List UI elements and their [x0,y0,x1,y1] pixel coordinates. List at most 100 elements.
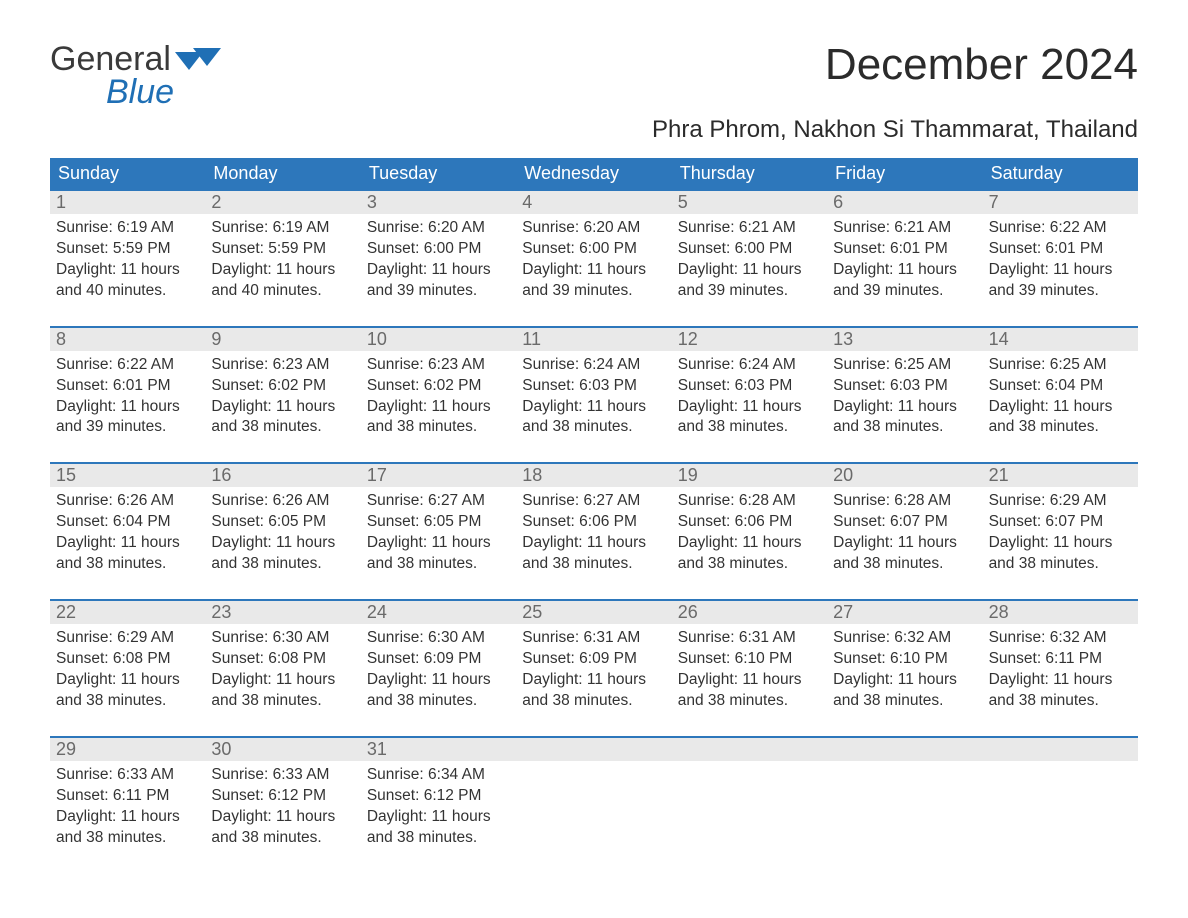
location: Phra Phrom, Nakhon Si Thammarat, Thailan… [50,116,1138,144]
day-number: 9 [205,328,360,351]
daylight-line: Daylight: 11 hours and 38 minutes. [989,670,1132,712]
day-details: Sunrise: 6:26 AMSunset: 6:05 PMDaylight:… [205,487,360,577]
day-number: 29 [50,738,205,761]
daylight-line: Daylight: 11 hours and 40 minutes. [211,260,354,302]
dayname-row: Sunday Monday Tuesday Wednesday Thursday… [50,158,1138,189]
sunrise-line: Sunrise: 6:21 AM [833,218,976,239]
page-title: December 2024 [825,40,1138,90]
calendar: Sunday Monday Tuesday Wednesday Thursday… [50,158,1138,850]
calendar-cell: 11Sunrise: 6:24 AMSunset: 6:03 PMDayligh… [516,328,671,441]
day-number: 7 [983,191,1138,214]
sunset-line: Sunset: 6:10 PM [678,649,821,670]
sunset-line: Sunset: 6:09 PM [367,649,510,670]
sunrise-line: Sunrise: 6:34 AM [367,765,510,786]
calendar-cell: 1Sunrise: 6:19 AMSunset: 5:59 PMDaylight… [50,191,205,304]
day-number: 16 [205,464,360,487]
calendar-cell: 13Sunrise: 6:25 AMSunset: 6:03 PMDayligh… [827,328,982,441]
sunrise-line: Sunrise: 6:20 AM [522,218,665,239]
logo: General Blue [50,40,221,112]
calendar-week: 22Sunrise: 6:29 AMSunset: 6:08 PMDayligh… [50,599,1138,714]
sunrise-line: Sunrise: 6:31 AM [678,628,821,649]
calendar-cell: 7Sunrise: 6:22 AMSunset: 6:01 PMDaylight… [983,191,1138,304]
sunrise-line: Sunrise: 6:30 AM [367,628,510,649]
calendar-cell: 24Sunrise: 6:30 AMSunset: 6:09 PMDayligh… [361,601,516,714]
calendar-cell [983,738,1138,851]
day-number: 26 [672,601,827,624]
day-details: Sunrise: 6:22 AMSunset: 6:01 PMDaylight:… [983,214,1138,304]
day-number: 13 [827,328,982,351]
day-details: Sunrise: 6:31 AMSunset: 6:10 PMDaylight:… [672,624,827,714]
calendar-cell: 30Sunrise: 6:33 AMSunset: 6:12 PMDayligh… [205,738,360,851]
sunset-line: Sunset: 6:09 PM [522,649,665,670]
daylight-line: Daylight: 11 hours and 38 minutes. [211,807,354,849]
calendar-cell: 20Sunrise: 6:28 AMSunset: 6:07 PMDayligh… [827,464,982,577]
daylight-line: Daylight: 11 hours and 38 minutes. [367,807,510,849]
calendar-cell: 4Sunrise: 6:20 AMSunset: 6:00 PMDaylight… [516,191,671,304]
day-details: Sunrise: 6:19 AMSunset: 5:59 PMDaylight:… [205,214,360,304]
sunset-line: Sunset: 6:00 PM [678,239,821,260]
sunset-line: Sunset: 6:11 PM [989,649,1132,670]
sunset-line: Sunset: 6:00 PM [522,239,665,260]
day-details: Sunrise: 6:20 AMSunset: 6:00 PMDaylight:… [516,214,671,304]
calendar-cell: 15Sunrise: 6:26 AMSunset: 6:04 PMDayligh… [50,464,205,577]
calendar-week: 15Sunrise: 6:26 AMSunset: 6:04 PMDayligh… [50,462,1138,577]
sunrise-line: Sunrise: 6:33 AM [56,765,199,786]
sunset-line: Sunset: 6:10 PM [833,649,976,670]
day-details: Sunrise: 6:32 AMSunset: 6:10 PMDaylight:… [827,624,982,714]
calendar-week: 1Sunrise: 6:19 AMSunset: 5:59 PMDaylight… [50,189,1138,304]
day-details: Sunrise: 6:21 AMSunset: 6:00 PMDaylight:… [672,214,827,304]
calendar-cell: 8Sunrise: 6:22 AMSunset: 6:01 PMDaylight… [50,328,205,441]
daylight-line: Daylight: 11 hours and 38 minutes. [211,533,354,575]
flag-icon [175,40,221,79]
day-details: Sunrise: 6:24 AMSunset: 6:03 PMDaylight:… [516,351,671,441]
day-number: 17 [361,464,516,487]
dayname-tuesday: Tuesday [361,158,516,189]
sunrise-line: Sunrise: 6:22 AM [56,355,199,376]
sunrise-line: Sunrise: 6:29 AM [989,491,1132,512]
sunset-line: Sunset: 6:06 PM [522,512,665,533]
day-details: Sunrise: 6:20 AMSunset: 6:00 PMDaylight:… [361,214,516,304]
calendar-cell: 12Sunrise: 6:24 AMSunset: 6:03 PMDayligh… [672,328,827,441]
sunrise-line: Sunrise: 6:26 AM [56,491,199,512]
sunrise-line: Sunrise: 6:26 AM [211,491,354,512]
daylight-line: Daylight: 11 hours and 38 minutes. [522,397,665,439]
sunrise-line: Sunrise: 6:33 AM [211,765,354,786]
daylight-line: Daylight: 11 hours and 38 minutes. [367,397,510,439]
sunset-line: Sunset: 6:11 PM [56,786,199,807]
calendar-cell: 23Sunrise: 6:30 AMSunset: 6:08 PMDayligh… [205,601,360,714]
dayname-sunday: Sunday [50,158,205,189]
day-number: 14 [983,328,1138,351]
daylight-line: Daylight: 11 hours and 38 minutes. [833,533,976,575]
sunrise-line: Sunrise: 6:32 AM [989,628,1132,649]
calendar-cell [672,738,827,851]
day-details: Sunrise: 6:19 AMSunset: 5:59 PMDaylight:… [50,214,205,304]
sunset-line: Sunset: 6:07 PM [833,512,976,533]
daylight-line: Daylight: 11 hours and 38 minutes. [678,670,821,712]
sunset-line: Sunset: 6:01 PM [833,239,976,260]
daylight-line: Daylight: 11 hours and 38 minutes. [367,533,510,575]
sunset-line: Sunset: 5:59 PM [211,239,354,260]
daylight-line: Daylight: 11 hours and 39 minutes. [678,260,821,302]
sunrise-line: Sunrise: 6:24 AM [678,355,821,376]
day-details: Sunrise: 6:29 AMSunset: 6:08 PMDaylight:… [50,624,205,714]
daylight-line: Daylight: 11 hours and 38 minutes. [989,533,1132,575]
day-details: Sunrise: 6:32 AMSunset: 6:11 PMDaylight:… [983,624,1138,714]
day-number: 25 [516,601,671,624]
sunset-line: Sunset: 6:04 PM [989,376,1132,397]
day-details: Sunrise: 6:28 AMSunset: 6:07 PMDaylight:… [827,487,982,577]
day-number-empty [672,738,827,761]
daylight-line: Daylight: 11 hours and 38 minutes. [989,397,1132,439]
sunset-line: Sunset: 6:01 PM [56,376,199,397]
sunrise-line: Sunrise: 6:25 AM [833,355,976,376]
sunrise-line: Sunrise: 6:21 AM [678,218,821,239]
day-details: Sunrise: 6:29 AMSunset: 6:07 PMDaylight:… [983,487,1138,577]
day-details: Sunrise: 6:24 AMSunset: 6:03 PMDaylight:… [672,351,827,441]
day-details: Sunrise: 6:31 AMSunset: 6:09 PMDaylight:… [516,624,671,714]
sunset-line: Sunset: 6:05 PM [367,512,510,533]
day-number: 23 [205,601,360,624]
sunset-line: Sunset: 6:12 PM [367,786,510,807]
calendar-cell: 21Sunrise: 6:29 AMSunset: 6:07 PMDayligh… [983,464,1138,577]
calendar-cell: 2Sunrise: 6:19 AMSunset: 5:59 PMDaylight… [205,191,360,304]
sunrise-line: Sunrise: 6:23 AM [367,355,510,376]
day-details: Sunrise: 6:27 AMSunset: 6:06 PMDaylight:… [516,487,671,577]
